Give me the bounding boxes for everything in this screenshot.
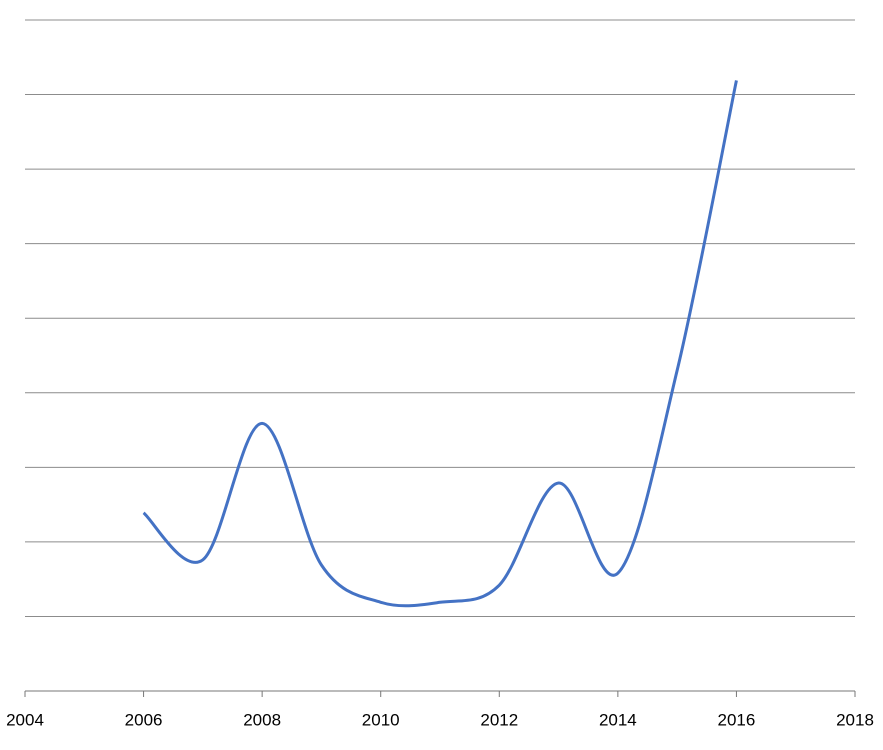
x-tick-label: 2016 — [718, 710, 756, 729]
x-tick-label: 2012 — [480, 710, 518, 729]
x-tick-label: 2006 — [125, 710, 163, 729]
x-tick-label: 2010 — [362, 710, 400, 729]
x-tick-label: 2014 — [599, 710, 637, 729]
x-tick-label: 2008 — [243, 710, 281, 729]
data-line — [142, 80, 738, 608]
x-tick-label: 2018 — [836, 710, 874, 729]
x-tick-label: 2004 — [6, 710, 44, 729]
